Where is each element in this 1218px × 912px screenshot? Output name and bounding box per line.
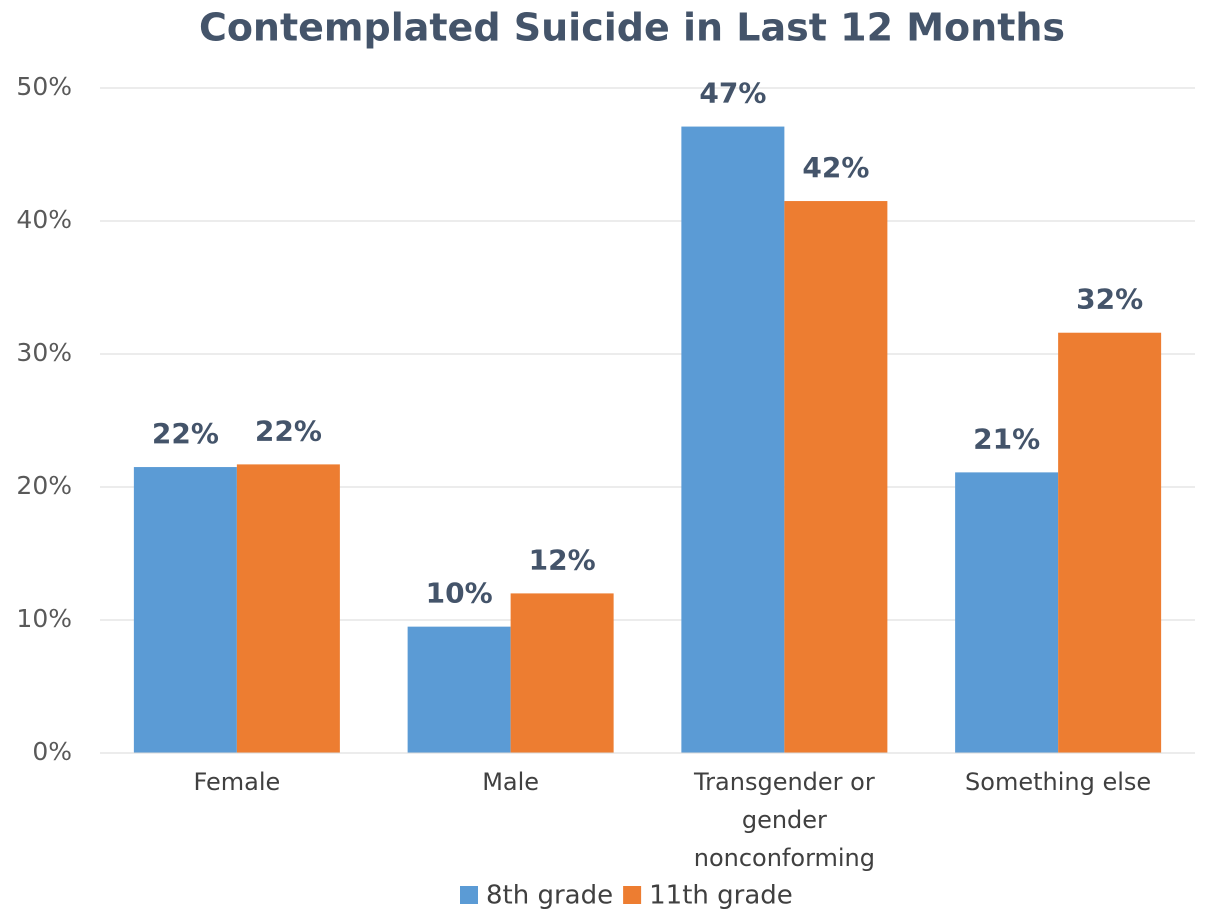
y-tick-label: 20% bbox=[16, 471, 72, 500]
y-tick-label: 50% bbox=[16, 72, 72, 101]
bar bbox=[681, 126, 785, 753]
data-label: 22% bbox=[152, 417, 219, 450]
bar bbox=[510, 593, 614, 753]
x-tick-label: Male bbox=[482, 768, 539, 796]
bar bbox=[407, 626, 511, 753]
data-label: 32% bbox=[1076, 283, 1143, 316]
data-label: 42% bbox=[802, 151, 869, 184]
legend-swatch bbox=[623, 886, 642, 904]
y-tick-label: 10% bbox=[16, 604, 72, 633]
data-label: 21% bbox=[973, 422, 1040, 455]
bar bbox=[133, 467, 237, 753]
data-label: 10% bbox=[426, 577, 493, 610]
y-tick-label: 30% bbox=[16, 338, 72, 367]
data-label: 12% bbox=[529, 543, 596, 576]
bar bbox=[955, 472, 1059, 753]
legend-label: 11th grade bbox=[649, 881, 793, 911]
x-tick-label: Something else bbox=[965, 768, 1151, 796]
legend-swatch bbox=[460, 886, 478, 904]
legend-label: 8th grade bbox=[486, 881, 613, 911]
bar bbox=[236, 464, 340, 753]
y-tick-label: 0% bbox=[32, 737, 72, 766]
data-label: 47% bbox=[699, 77, 766, 110]
chart-title: Contemplated Suicide in Last 12 Months bbox=[199, 6, 1065, 50]
x-tick-label: Transgender or gender nonconforming bbox=[693, 768, 875, 872]
bar bbox=[784, 201, 888, 754]
y-tick-label: 40% bbox=[16, 205, 72, 234]
data-label: 22% bbox=[255, 414, 322, 447]
bar bbox=[1058, 332, 1162, 753]
x-tick-label: Female bbox=[193, 768, 280, 796]
